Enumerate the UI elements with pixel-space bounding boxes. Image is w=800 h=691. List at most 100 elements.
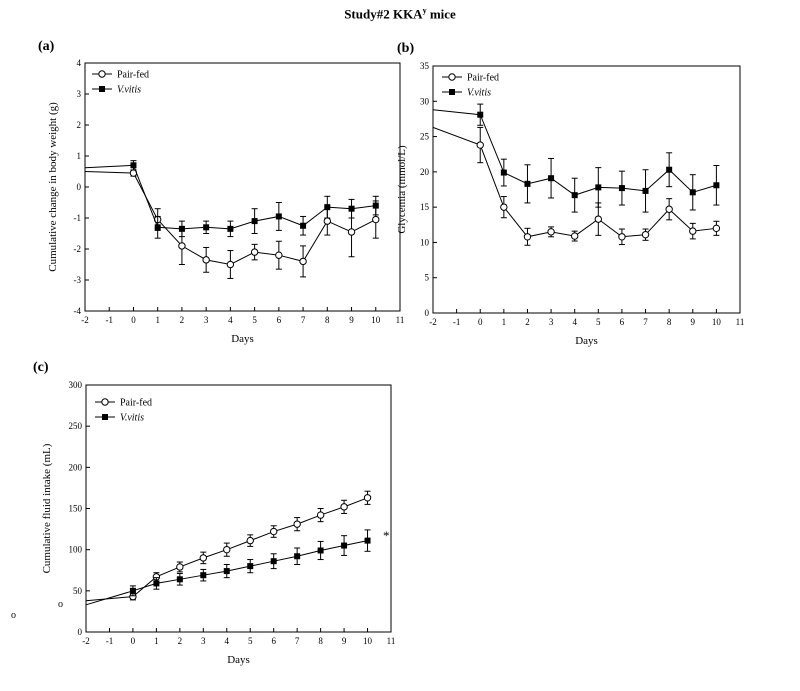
x-tick-label: 8 (318, 636, 323, 646)
x-tick-label: 10 (363, 636, 373, 646)
x-tick-label: 3 (201, 636, 206, 646)
x-tick-label: 8 (325, 315, 330, 325)
data-point (570, 232, 579, 240)
y-tick-label: 0 (425, 308, 430, 318)
x-tick-label: 0 (131, 636, 136, 646)
data-point (594, 215, 603, 223)
series-line (85, 540, 368, 606)
x-tick-label: 0 (131, 315, 136, 325)
data-point (595, 184, 602, 191)
data-point (199, 554, 208, 562)
series-vvitis (432, 103, 720, 213)
data-point (372, 202, 379, 209)
data-point (203, 224, 210, 231)
x-tick-label: 5 (252, 315, 257, 325)
series-pair-fed (432, 126, 721, 246)
y-tick-label: 0 (78, 627, 83, 637)
series-pair-fed (85, 490, 372, 602)
data-point (372, 215, 380, 224)
x-tick-label: 8 (667, 317, 672, 327)
data-point (316, 511, 325, 519)
data-point (364, 537, 371, 544)
y-tick-label: 15 (420, 202, 430, 212)
data-point (223, 545, 231, 554)
y-tick-label: 100 (69, 545, 83, 555)
legend: Pair-fed V.vitis (442, 73, 499, 99)
data-point (524, 180, 531, 187)
legend-marker (101, 398, 109, 406)
x-tick-label: 5 (248, 636, 253, 646)
x-tick-label: 4 (572, 317, 577, 327)
data-point (713, 182, 720, 189)
panel-label: (a) (38, 39, 55, 54)
data-point (712, 224, 721, 233)
data-point (500, 203, 508, 211)
x-tick-label: -2 (81, 315, 89, 325)
y-tick-label: 10 (420, 237, 430, 247)
data-point (178, 242, 186, 250)
x-tick-label: 4 (225, 636, 230, 646)
data-point (202, 256, 210, 264)
data-point (294, 553, 301, 560)
series-line (84, 171, 376, 266)
panel-label: (b) (397, 41, 414, 56)
y-tick-label: 3 (77, 89, 82, 99)
legend-label: Pair-fed (120, 398, 152, 409)
x-tick-label: 11 (396, 315, 405, 325)
chart-panel-3: -2 -1 0 1 2 3 4 5 6 7 8 9 10 11 0 50 100 150 200 250 300 Days… (33, 360, 395, 666)
x-tick-label: 0 (478, 317, 483, 327)
legend-marker (99, 86, 105, 92)
x-tick-label: 1 (155, 315, 160, 325)
x-tick-label: 1 (154, 636, 159, 646)
legend-label: V.vitis (467, 88, 491, 99)
data-point (178, 225, 185, 232)
data-point (300, 222, 307, 229)
data-point (227, 225, 234, 232)
y-axis-label: Cumulative fluid intake (mL) (41, 443, 53, 573)
series-pair-fed (84, 169, 380, 279)
data-point (340, 503, 348, 511)
page-title: Study#2 KKAy mice (344, 6, 456, 22)
y-tick-label: 30 (420, 96, 430, 106)
data-point (154, 224, 161, 231)
legend-marker (102, 414, 108, 420)
legend-label: Pair-fed (117, 70, 149, 81)
data-point (299, 257, 307, 266)
x-tick-label: -2 (429, 317, 437, 327)
data-point (223, 568, 230, 575)
x-tick-label: 3 (204, 315, 209, 325)
x-axis-label: Days (231, 333, 254, 345)
stray-mark: o (11, 610, 16, 621)
plot-frame (432, 65, 741, 314)
data-point (317, 547, 324, 554)
x-tick-label: 2 (178, 636, 183, 646)
y-axis-label: Cumulative change in body weight (g) (47, 102, 59, 272)
chart-panel-2: -2 -1 0 1 2 3 4 5 6 7 8 9 10 11 0 5 10 15 20 25 30 35 Days Glyc… (396, 41, 744, 347)
x-tick-label: 7 (301, 315, 306, 325)
data-point (689, 189, 696, 196)
x-tick-label: 1 (502, 317, 507, 327)
legend-label: Pair-fed (467, 73, 499, 84)
legend-label: V.vitis (120, 413, 144, 424)
data-point (689, 227, 697, 235)
series-vvitis (84, 160, 379, 239)
x-tick-label: 9 (342, 636, 347, 646)
x-tick-label: 5 (596, 317, 601, 327)
x-tick-label: 9 (691, 317, 696, 327)
data-point (176, 576, 183, 583)
x-tick-label: -1 (453, 317, 461, 327)
data-point (523, 233, 532, 241)
data-point (246, 536, 254, 545)
x-tick-label: 11 (736, 317, 745, 327)
legend-label: V.vitis (117, 85, 141, 96)
x-tick-label: 6 (271, 636, 276, 646)
data-point (324, 204, 331, 211)
x-axis-label: Days (575, 335, 598, 347)
series-line (85, 497, 368, 602)
data-point (275, 213, 282, 220)
data-point (642, 187, 649, 194)
x-tick-label: 11 (387, 636, 396, 646)
data-point (153, 580, 160, 587)
data-point (618, 185, 625, 192)
